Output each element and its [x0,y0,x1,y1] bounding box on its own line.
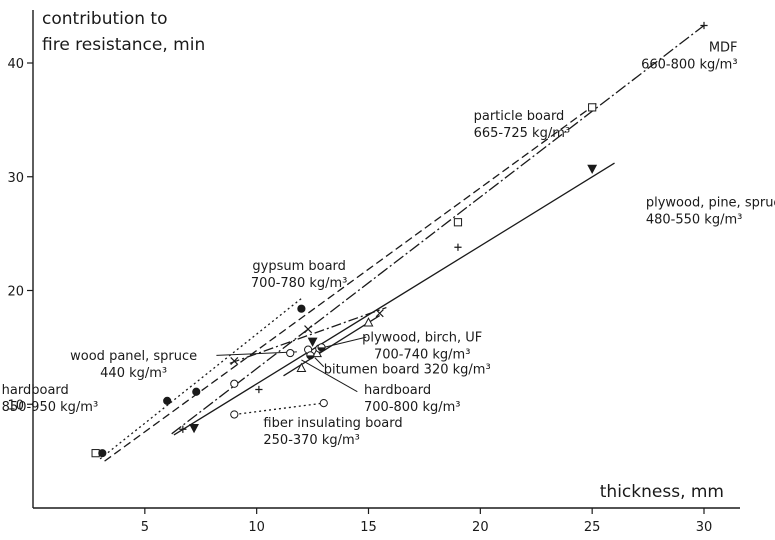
x-tick-label: 15 [360,520,377,535]
x-tick-label: 30 [696,520,713,535]
data-point-mdf [179,425,187,433]
data-point-particle-board [453,218,463,227]
x-axis-title: thickness, mm [600,482,724,502]
leader-line-bitumen [314,357,325,368]
y-tick-label: 20 [7,285,24,300]
label-wood-panel: wood panel, spruce 440 kg/m³ [70,349,197,381]
data-point-particle-board [91,449,100,458]
y-axis-title-line: fire resistance, min [42,35,205,55]
data-point-wood-panel-spruce [286,348,295,358]
label-mdf: MDF 660-800 kg/m³ [641,41,737,73]
data-point-particle-board [588,103,597,112]
y-tick-label: 40 [7,57,24,72]
data-point-mdf [454,243,462,251]
data-point-fiber-insulating-board [319,399,328,408]
y-tick-label: 10 [7,398,24,413]
label-hardboard-right: hardboard 700-800 kg/m³ [364,383,460,415]
data-point-bitumen-board [306,351,315,360]
x-tick-label: 25 [584,520,601,535]
series-line-fiber-insulating-board [234,402,324,416]
data-point-plywood-pine-spruce [587,164,598,174]
y-axis-title: contribution to fire resistance, min [42,9,205,55]
series-line-particle-board [104,101,600,462]
data-point-bitumen-board [317,343,326,352]
axis-ticks: 5 10 15 20 25 30 10 20 30 40 [7,57,712,535]
x-tick-label: 5 [141,520,149,535]
data-point-plywood-pine-spruce [189,424,199,434]
data-point-hardboard [163,396,172,405]
data-point-gypsum-board [230,357,239,366]
data-point-gypsum-board [375,309,384,318]
data-point-hardboard [297,304,306,313]
data-point-plywood-pine-spruce [307,337,318,347]
data-point-plywood-birch-uf [312,347,322,358]
label-bitumen: bitumen board 320 kg/m³ [324,363,491,378]
x-tick-label: 10 [248,520,265,535]
data-point-plywood-birch-uf [363,317,374,327]
data-point-mdf [700,21,708,30]
y-axis-title-line: contribution to [42,9,168,29]
annotation-labels: MDF 660-800 kg/m³ particle board 665-725 kg… [2,41,775,448]
data-point-hardboard [98,449,107,458]
data-point-hardboard [192,387,201,396]
leader-lines [216,336,367,393]
label-hardboard-left: hardboard 850-950 kg/m³ [2,383,98,415]
y-tick-label: 30 [7,171,24,186]
data-points [91,21,708,458]
series-line-mdf [171,24,705,435]
data-point-plywood-birch-uf [296,362,307,372]
label-gypsum: gypsum board 700-780 kg/m³ [251,259,347,291]
data-point-fiber-insulating-board [230,410,239,419]
label-fiber: fiber insulating board 250-370 kg/m³ [263,416,402,448]
data-point-mdf [255,385,263,394]
data-point-gypsum-board [304,325,313,334]
leader-line-wood-panel [216,351,297,356]
data-point-wood-panel-spruce [230,379,239,388]
series-line-plywood-pine-spruce [173,162,615,436]
x-tick-label: 20 [472,520,489,535]
leader-line-plywood-birch [319,336,367,349]
leader-line-hardboard-right [301,359,358,393]
label-particle: particle board 665-725 kg/m³ [474,109,570,141]
label-plywood-pine: plywood, pine, spruce 480-550 kg/m³ [646,195,775,227]
label-plywood-birch: plywood, birch, UF 700-740 kg/m³ [362,331,482,363]
